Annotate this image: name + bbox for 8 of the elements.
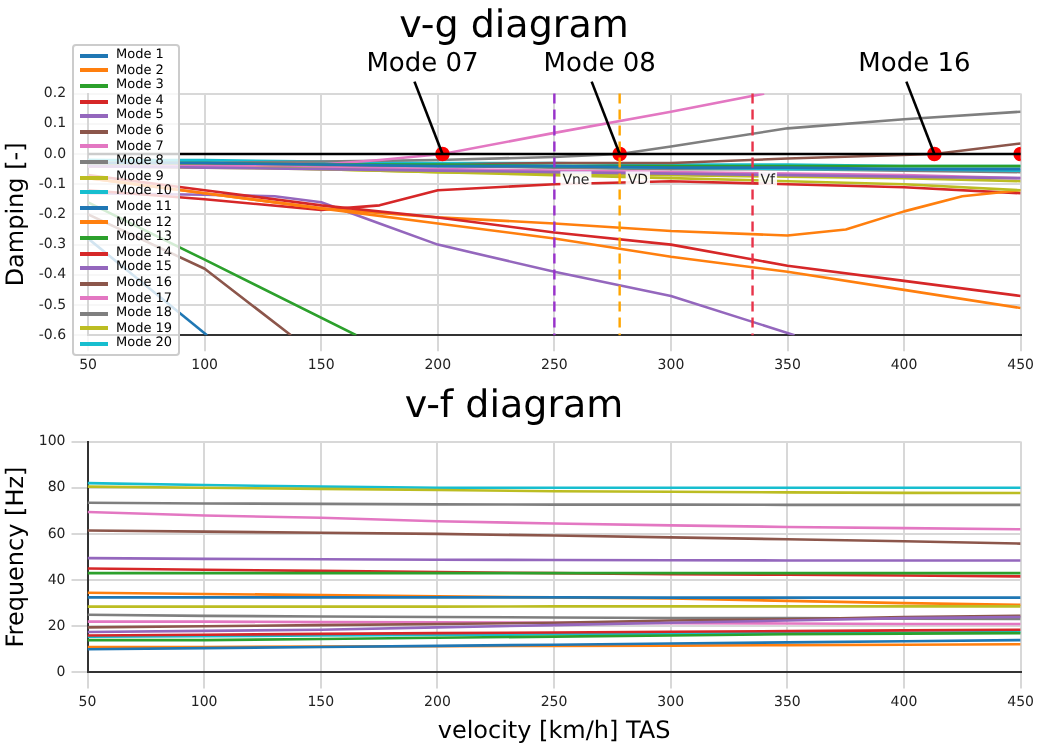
- y-axis-title: Frequency [Hz]: [0, 466, 29, 648]
- annotation: Mode 07: [366, 49, 479, 80]
- x-axis-title: velocity [km/h] TAS: [437, 715, 671, 744]
- annotation: Mode 08: [543, 49, 656, 80]
- y-axis-title: Damping [-]: [0, 142, 29, 287]
- chart-title: v-g diagram: [399, 2, 629, 47]
- chart-title: v-f diagram: [404, 382, 624, 427]
- annotation: Mode 16: [858, 49, 971, 80]
